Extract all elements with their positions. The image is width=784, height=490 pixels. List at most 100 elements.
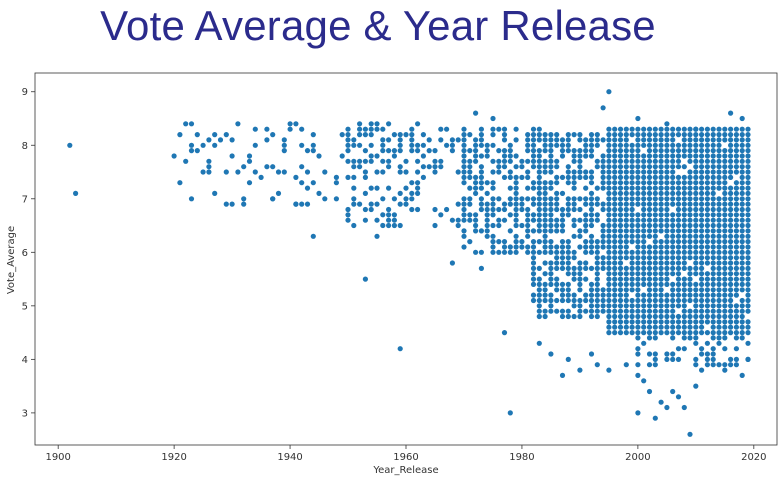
- data-point: [716, 174, 722, 180]
- data-point: [681, 180, 687, 186]
- data-point: [258, 174, 264, 180]
- data-point: [594, 142, 600, 148]
- data-point: [542, 142, 548, 148]
- data-point: [617, 169, 624, 175]
- data-point: [380, 148, 386, 154]
- data-point: [693, 185, 699, 191]
- data-point: [577, 303, 583, 309]
- data-point: [432, 158, 438, 164]
- data-point: [577, 196, 583, 202]
- data-point: [536, 265, 542, 271]
- data-point: [652, 260, 658, 266]
- data-point: [693, 330, 699, 336]
- data-point: [415, 121, 421, 127]
- data-point: [745, 142, 751, 148]
- data-point: [710, 142, 716, 148]
- data-point: [67, 142, 73, 148]
- data-point: [733, 126, 740, 132]
- data-point: [548, 132, 554, 138]
- data-point: [658, 153, 664, 159]
- data-point: [270, 164, 276, 170]
- data-point: [461, 164, 467, 170]
- data-point: [658, 217, 664, 223]
- data-point: [699, 190, 705, 196]
- y-tick-label: 4: [22, 355, 28, 366]
- data-point: [681, 324, 687, 330]
- data-point: [704, 356, 711, 362]
- data-point: [600, 158, 606, 164]
- data-point: [658, 303, 664, 309]
- data-point: [629, 281, 635, 287]
- data-point: [351, 174, 357, 180]
- data-point: [513, 249, 519, 255]
- data-point: [606, 196, 612, 202]
- data-point: [548, 303, 554, 309]
- data-point: [687, 228, 693, 234]
- data-point: [594, 164, 600, 170]
- data-point: [473, 190, 479, 196]
- data-point: [594, 271, 600, 277]
- data-point: [594, 313, 600, 320]
- data-point: [606, 212, 612, 218]
- data-point: [600, 265, 606, 271]
- data-point: [304, 169, 311, 175]
- data-point: [681, 287, 687, 293]
- data-point: [559, 212, 566, 218]
- data-point: [623, 217, 629, 223]
- data-point: [519, 206, 525, 213]
- data-point: [733, 148, 740, 154]
- data-point: [600, 185, 606, 191]
- data-point: [646, 180, 653, 186]
- data-point: [507, 158, 513, 164]
- data-point: [606, 153, 612, 159]
- data-point: [374, 126, 380, 132]
- data-point: [386, 206, 392, 213]
- data-point: [606, 308, 612, 314]
- data-point: [716, 335, 722, 341]
- data-point: [299, 201, 305, 207]
- data-point: [664, 233, 670, 239]
- data-point: [403, 201, 409, 207]
- data-point: [594, 137, 600, 143]
- data-point: [403, 185, 409, 191]
- data-point: [635, 115, 641, 122]
- data-point: [652, 180, 658, 186]
- data-point: [606, 158, 612, 164]
- data-point: [600, 303, 606, 309]
- data-point: [554, 137, 560, 143]
- data-point: [496, 217, 502, 223]
- data-point: [739, 185, 745, 191]
- data-point: [351, 201, 357, 207]
- data-point: [699, 324, 705, 330]
- data-point: [658, 228, 664, 234]
- data-point: [728, 153, 734, 159]
- data-point: [623, 330, 629, 336]
- data-point: [507, 212, 513, 218]
- data-point: [461, 174, 467, 180]
- data-point: [710, 330, 716, 336]
- data-point: [635, 185, 641, 191]
- data-point: [728, 287, 734, 293]
- data-point: [252, 169, 258, 175]
- data-point: [699, 217, 705, 223]
- data-point: [548, 180, 554, 186]
- data-point: [745, 340, 751, 346]
- x-axis-ticks: 1900 1920 1940 1960 1980 2000 2020: [45, 445, 767, 463]
- data-point: [542, 196, 548, 202]
- data-point: [293, 174, 299, 180]
- data-point: [693, 212, 699, 218]
- data-point: [542, 281, 548, 287]
- data-point: [536, 239, 542, 245]
- data-point: [722, 239, 728, 245]
- data-point: [594, 158, 600, 164]
- data-point: [397, 148, 403, 154]
- data-point: [73, 190, 79, 196]
- data-point: [455, 137, 461, 143]
- data-point: [536, 137, 542, 143]
- data-point: [496, 206, 502, 213]
- data-point: [646, 244, 653, 250]
- data-point: [658, 313, 664, 320]
- data-point: [519, 174, 525, 180]
- data-point: [473, 142, 479, 148]
